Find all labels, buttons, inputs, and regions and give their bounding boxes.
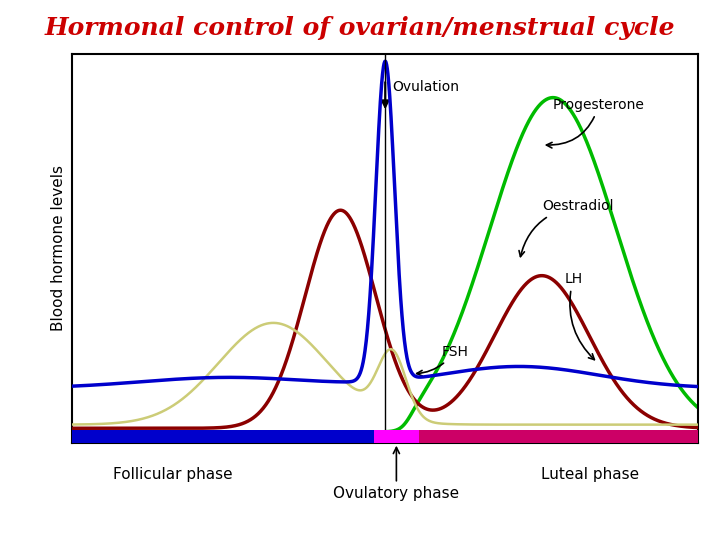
Text: Follicular phase: Follicular phase bbox=[113, 467, 233, 482]
Y-axis label: Blood hormone levels: Blood hormone levels bbox=[51, 165, 66, 332]
Bar bbox=[419, 430, 698, 443]
Text: LH: LH bbox=[564, 272, 595, 360]
Text: Luteal phase: Luteal phase bbox=[541, 467, 639, 482]
Text: Progesterone: Progesterone bbox=[546, 98, 645, 148]
Bar bbox=[374, 430, 419, 443]
Text: FSH: FSH bbox=[417, 345, 468, 376]
Text: Oestradiol: Oestradiol bbox=[519, 199, 613, 256]
Text: Ovulation: Ovulation bbox=[392, 80, 459, 94]
Bar bbox=[72, 430, 374, 443]
Text: Hormonal control of ovarian/menstrual cycle: Hormonal control of ovarian/menstrual cy… bbox=[45, 16, 675, 40]
Text: Ovulatory phase: Ovulatory phase bbox=[333, 448, 459, 502]
